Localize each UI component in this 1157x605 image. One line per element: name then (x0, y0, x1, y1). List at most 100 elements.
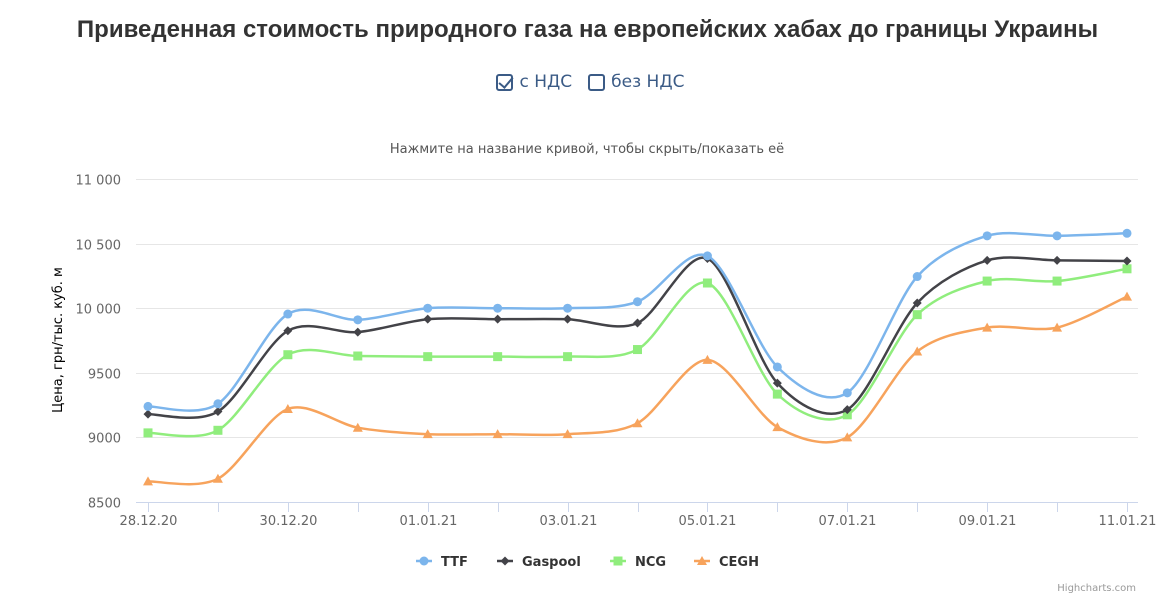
x-tick-label: 03.01.21 (540, 514, 598, 529)
x-tick-label: 01.01.21 (400, 514, 458, 529)
data-point-ncg (283, 350, 293, 360)
data-point-ttf (353, 315, 363, 325)
data-point-gaspool (493, 314, 503, 324)
y-tick-label: 10 000 (76, 303, 122, 318)
data-point-cegh (422, 429, 433, 439)
without-vat-checkbox[interactable] (588, 73, 606, 91)
page-title: Приведенная стоимость природного газа на… (76, 16, 1099, 43)
y-tick-label: 9500 (88, 368, 121, 383)
data-point-ttf (563, 303, 573, 313)
data-point-ncg (912, 310, 922, 320)
data-point-gaspool (982, 255, 992, 265)
with-vat-checkbox[interactable] (496, 73, 514, 91)
legend-symbol-ncg (613, 556, 623, 566)
data-point-ttf (912, 272, 922, 282)
data-point-ncg (702, 278, 712, 288)
with-vat-label: с НДС (519, 72, 573, 92)
data-point-cegh (772, 422, 783, 432)
x-tick-label: 05.01.21 (679, 514, 737, 529)
data-point-cegh (632, 418, 643, 428)
legend-symbol-cegh (697, 556, 707, 565)
data-point-gaspool (423, 314, 433, 324)
chart-subtitle: Нажмите на название кривой, чтобы скрыть… (390, 142, 784, 157)
vat-toggle: с НДС без НДС (0, 72, 1157, 92)
legend-symbol-ttf (419, 556, 429, 566)
data-point-ttf (1122, 228, 1132, 238)
y-tick-label: 9000 (88, 432, 121, 447)
series-ttf[interactable] (143, 228, 1132, 412)
data-point-ttf (633, 297, 642, 307)
data-point-cegh (282, 403, 293, 413)
legend-symbol-gaspool (500, 556, 510, 566)
data-point-ttf (1052, 231, 1062, 241)
data-point-gaspool (143, 409, 153, 419)
data-point-cegh (702, 354, 713, 364)
data-point-gaspool (283, 326, 293, 336)
data-point-ttf (772, 362, 782, 372)
data-point-ttf (982, 231, 992, 241)
credits-link[interactable]: Highcharts.com (1057, 583, 1136, 594)
x-tick-label: 28.12.20 (120, 514, 178, 529)
y-axis-title: Цена, грн/тыс. куб. м (51, 267, 66, 413)
without-vat-option[interactable]: без НДС (588, 72, 685, 92)
data-point-ncg (633, 345, 642, 355)
data-point-gaspool (1122, 256, 1132, 266)
data-point-ncg (982, 276, 992, 286)
data-point-ncg (423, 352, 433, 362)
y-tick-label: 8500 (88, 497, 121, 512)
data-point-gaspool (772, 378, 782, 388)
without-vat-label: без НДС (611, 72, 685, 92)
series-line-cegh (146, 295, 1129, 486)
legend-label-cegh: CEGH (719, 555, 759, 570)
data-point-cegh (982, 322, 993, 332)
data-point-gaspool (912, 298, 922, 308)
data-point-ttf (493, 303, 503, 313)
series-gaspool[interactable] (143, 253, 1132, 419)
legend-label-ncg: NCG (635, 555, 666, 570)
data-point-ncg (353, 351, 363, 361)
legend-item-gaspool[interactable]: Gaspool (497, 555, 581, 570)
series-ncg[interactable] (143, 264, 1132, 438)
data-point-gaspool (842, 405, 852, 415)
data-point-cegh (212, 473, 223, 483)
series-line-ncg (146, 267, 1129, 438)
series-cegh[interactable] (143, 291, 1132, 486)
series-line-ttf (146, 231, 1129, 412)
data-point-ncg (213, 425, 223, 435)
data-point-gaspool (563, 314, 573, 324)
data-point-ttf (842, 388, 852, 398)
data-point-ncg (772, 389, 782, 399)
data-point-cegh (143, 476, 153, 486)
x-tick-label: 09.01.21 (959, 514, 1017, 529)
x-tick-label: 11.01.21 (1099, 514, 1157, 529)
data-point-cegh (1122, 291, 1132, 301)
series-line-gaspool (146, 256, 1129, 419)
x-tick-label: 07.01.21 (819, 514, 877, 529)
legend-item-ttf[interactable]: TTF (416, 555, 468, 570)
y-tick-label: 10 500 (76, 239, 122, 254)
data-point-ncg (1122, 264, 1132, 274)
data-point-gaspool (353, 327, 363, 337)
data-point-ttf (283, 309, 293, 319)
data-point-ttf (423, 303, 433, 313)
data-point-cegh (492, 429, 503, 439)
legend-label-ttf: TTF (441, 555, 468, 570)
data-point-ttf (213, 399, 223, 409)
with-vat-option[interactable]: с НДС (496, 72, 572, 92)
data-point-ncg (1052, 276, 1062, 286)
x-tick-label: 30.12.20 (260, 514, 318, 529)
data-point-gaspool (633, 318, 642, 328)
data-point-ncg (563, 352, 573, 362)
y-grid (136, 179, 1138, 503)
legend-item-ncg[interactable]: NCG (610, 555, 666, 570)
data-point-ttf (702, 251, 712, 261)
legend-item-cegh[interactable]: CEGH (694, 555, 759, 570)
y-tick-label: 11 000 (76, 174, 122, 189)
legend-label-gaspool: Gaspool (522, 555, 581, 570)
data-point-ncg (842, 410, 852, 420)
data-point-cegh (1052, 322, 1063, 332)
data-point-gaspool (1052, 255, 1062, 265)
data-point-ncg (493, 352, 503, 362)
data-point-cegh (562, 429, 573, 439)
